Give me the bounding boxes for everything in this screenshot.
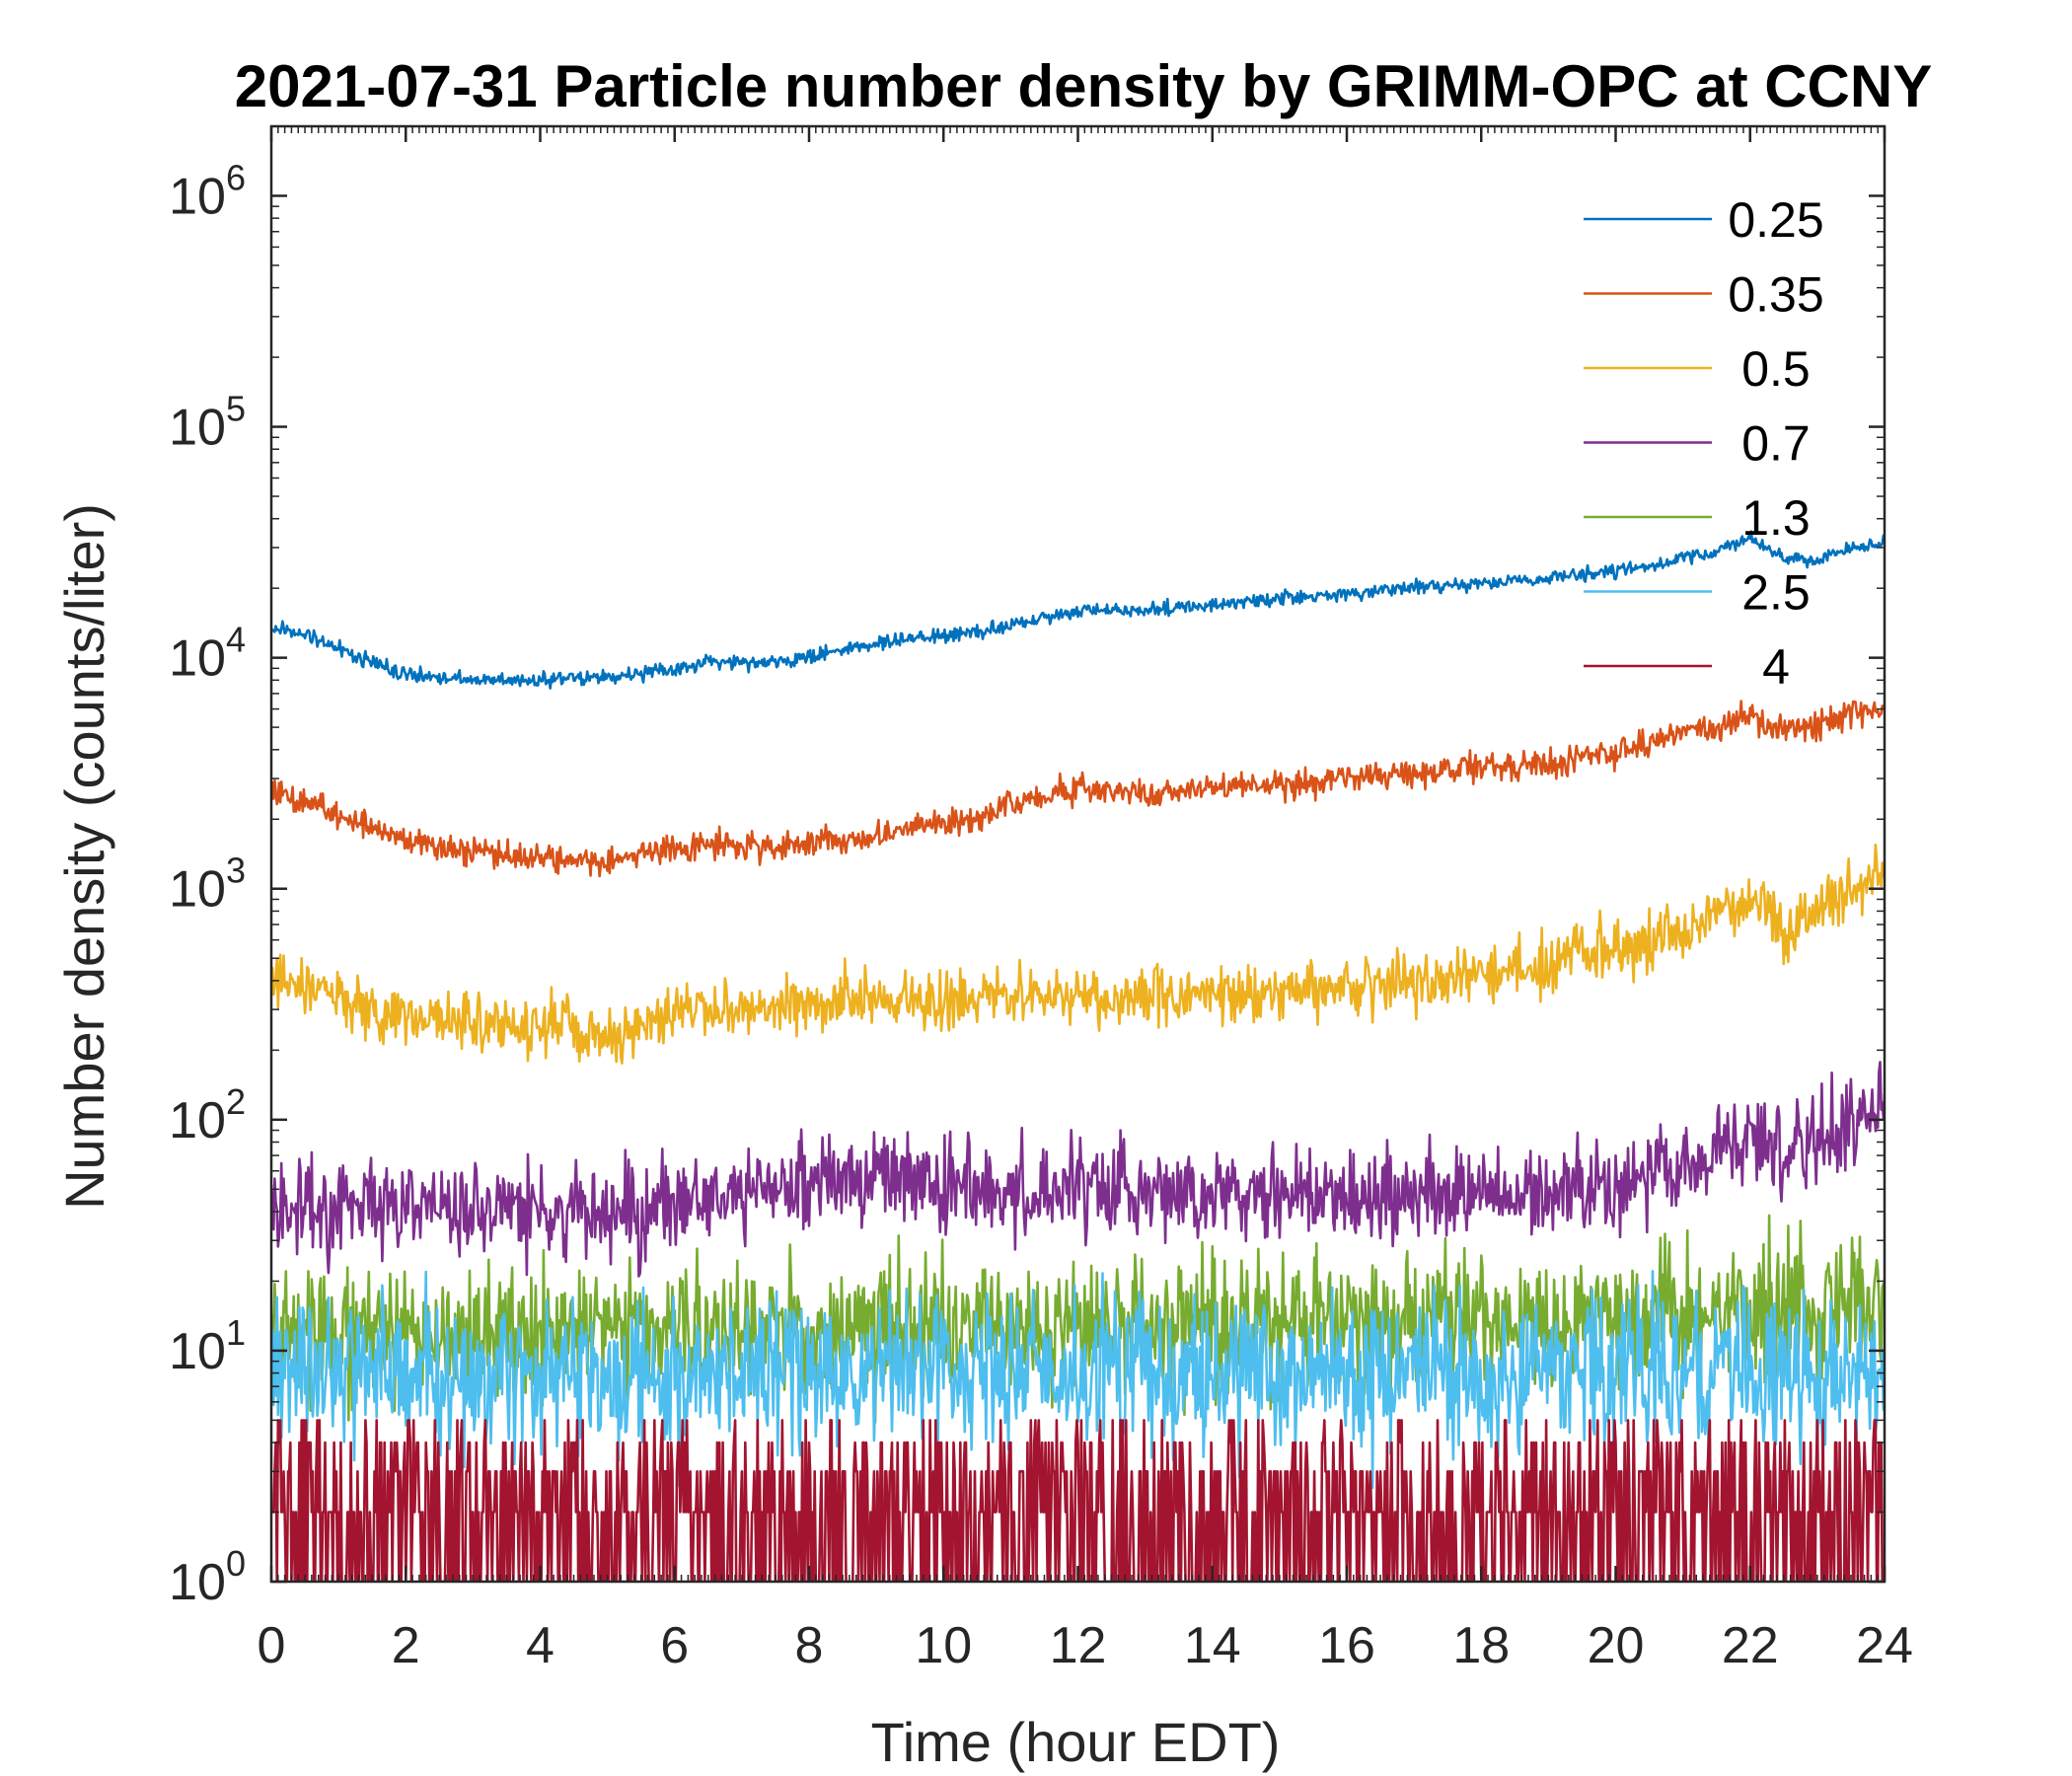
x-tick-label: 16: [1318, 1617, 1375, 1674]
legend-label: 0.25: [1728, 192, 1823, 248]
x-ticks: 0 2 4 6 8 10 12 14 16 18 20 22 24: [258, 126, 1913, 1674]
series-line-0-5: [271, 843, 1885, 1065]
y-tick-base: 10: [169, 630, 226, 688]
legend-label: 2.5: [1741, 565, 1811, 621]
x-tick-label: 12: [1050, 1617, 1107, 1674]
y-tick-base: 10: [169, 400, 226, 457]
legend: 0.25 0.35 0.5 0.7 1.3 2.5 4: [1584, 192, 1824, 695]
x-tick-label: 0: [258, 1617, 286, 1674]
legend-label: 0.5: [1741, 341, 1811, 397]
x-tick-label: 20: [1588, 1617, 1645, 1674]
series-lines: [271, 530, 1885, 1582]
x-tick-label: 6: [660, 1617, 689, 1674]
x-tick-label: 24: [1856, 1617, 1913, 1674]
series-line-4: [271, 1419, 1885, 1582]
y-tick-label: 100: [169, 1543, 246, 1611]
x-tick-label: 22: [1722, 1617, 1779, 1674]
y-tick-label: 101: [169, 1312, 246, 1380]
series-line-0-35: [271, 700, 1885, 878]
legend-label: 0.35: [1728, 267, 1823, 323]
y-tick-exponent: 4: [226, 620, 246, 660]
legend-label: 4: [1762, 639, 1790, 695]
series-line-0-25: [271, 530, 1885, 690]
x-axis-label: Time (hour EDT): [871, 1711, 1281, 1773]
y-tick-base: 10: [169, 1554, 226, 1611]
x-tick-label: 4: [526, 1617, 555, 1674]
legend-label: 0.7: [1741, 416, 1811, 472]
y-tick-base: 10: [169, 1092, 226, 1149]
y-tick-exponent: 3: [226, 851, 246, 891]
y-tick-label: 105: [169, 389, 246, 457]
y-tick-label: 106: [169, 157, 246, 225]
x-tick-label: 2: [392, 1617, 420, 1674]
legend-label: 1.3: [1741, 490, 1811, 546]
y-tick-exponent: 0: [226, 1543, 246, 1584]
y-tick-label: 102: [169, 1081, 246, 1149]
x-tick-label: 14: [1184, 1617, 1241, 1674]
x-tick-label: 10: [915, 1617, 972, 1674]
y-tick-base: 10: [169, 168, 226, 225]
y-tick-base: 10: [169, 861, 226, 919]
y-axis-label: Number density (counts/liter): [53, 503, 115, 1210]
y-tick-base: 10: [169, 1323, 226, 1380]
x-tick-label: 18: [1452, 1617, 1510, 1674]
series-line-0-7: [271, 1061, 1885, 1278]
y-tick-label: 104: [169, 620, 246, 688]
x-tick-label: 8: [795, 1617, 824, 1674]
chart-title: 2021-07-31 Particle number density by GR…: [235, 53, 1933, 119]
y-tick-exponent: 6: [226, 157, 246, 197]
y-tick-exponent: 5: [226, 389, 246, 429]
y-tick-exponent: 1: [226, 1312, 246, 1353]
y-tick-label: 103: [169, 851, 246, 919]
series-line-1-3: [271, 1214, 1885, 1425]
y-tick-exponent: 2: [226, 1081, 246, 1122]
plot-area: 0 2 4 6 8 10 12 14 16 18 20 22 241001011021031041051…: [169, 124, 1913, 1674]
